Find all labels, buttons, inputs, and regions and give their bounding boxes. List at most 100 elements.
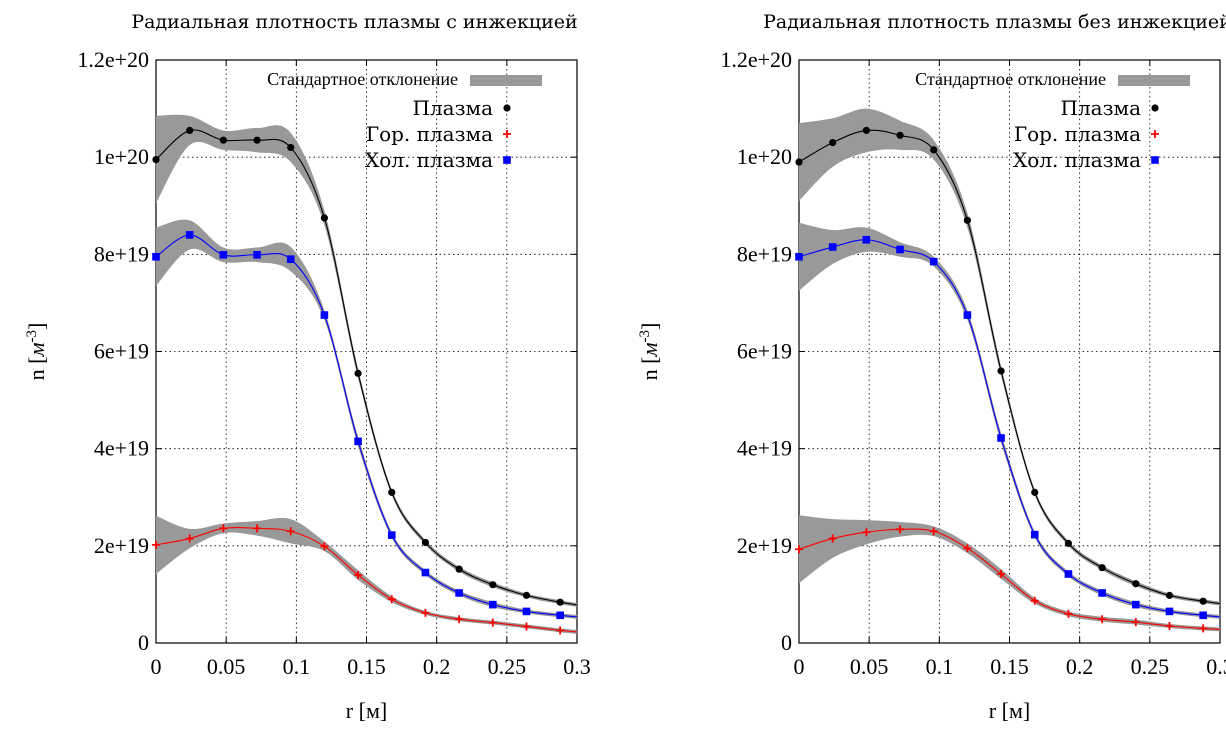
legend-series-label: Гор. плазма (1014, 122, 1141, 146)
x-tick-label: 0.3 (563, 654, 591, 679)
plot-area (799, 108, 1220, 632)
data-point (862, 126, 870, 135)
y-axis-label-main: n [ (24, 357, 49, 381)
data-point (253, 524, 262, 533)
y-tick-label: 0 (138, 630, 149, 655)
data-point (185, 231, 194, 239)
chart-right: Радиальная плотность плазмы без инжекцие… (637, 11, 1226, 723)
y-axis-label-exp: -3 (637, 330, 653, 343)
data-point (152, 252, 160, 261)
data-point (219, 136, 227, 144)
y-axis-label-unit: м (24, 342, 49, 357)
legend-series-label: Хол. плазма (365, 148, 493, 172)
data-point (522, 591, 531, 599)
data-point (522, 622, 531, 631)
data-point (556, 626, 565, 635)
y-axis-label-exp: -3 (24, 330, 40, 343)
y-tick-label: 4e+19 (94, 436, 149, 461)
data-point (1064, 539, 1073, 548)
data-point (862, 528, 871, 537)
data-point (1132, 600, 1140, 609)
data-point (186, 126, 194, 135)
data-point (185, 534, 194, 543)
data-point (1199, 611, 1207, 620)
data-point (421, 608, 430, 617)
data-point (1031, 488, 1039, 496)
data-point (997, 367, 1005, 375)
legend-std-swatch (1118, 75, 1190, 86)
data-point (963, 544, 972, 553)
data-point (862, 235, 871, 244)
data-point (320, 214, 328, 222)
y-tick-label: 0 (781, 630, 792, 655)
data-point (829, 138, 837, 147)
legend-marker (503, 104, 511, 112)
data-point (253, 136, 261, 144)
data-point (354, 437, 362, 446)
legend-marker (503, 156, 511, 164)
series-line-2 (799, 239, 1220, 618)
data-point (896, 131, 904, 139)
x-axis-label: r [м] (346, 698, 387, 723)
x-tick-label: 0.25 (1131, 654, 1170, 679)
data-point (354, 369, 362, 377)
data-point (1165, 591, 1174, 599)
data-point (1199, 597, 1207, 605)
y-tick-label: 8e+19 (94, 241, 149, 266)
chart-left: Радиальная плотность плазмы с инжекцией 0… (24, 11, 591, 723)
data-point (219, 524, 228, 533)
data-point (421, 538, 430, 547)
y-tick-label: 1e+20 (94, 144, 149, 169)
legend-series-label: Плазма (1061, 96, 1142, 120)
data-point (320, 542, 329, 551)
x-axis-label: r [м] (989, 698, 1030, 723)
series-line-2 (156, 234, 577, 618)
x-tick-label: 0.05 (207, 654, 246, 679)
y-tick-label: 1.2e+20 (77, 47, 149, 72)
data-point (1132, 580, 1140, 588)
data-point (963, 216, 971, 224)
data-point (388, 488, 396, 496)
series-line-0 (799, 129, 1220, 605)
std-band-1 (156, 515, 577, 634)
x-tick-label: 0.15 (990, 654, 1029, 679)
x-tick-label: 0.1 (283, 654, 311, 679)
series-markers-0 (795, 126, 1207, 605)
series-markers-1 (152, 524, 565, 635)
data-point (556, 598, 564, 606)
legend-series-label: Плазма (413, 96, 494, 120)
x-tick-label: 0.3 (1206, 654, 1226, 679)
legend-series-label: Гор. плазма (366, 122, 493, 146)
plot-area (156, 114, 577, 634)
std-band-2 (799, 222, 1220, 619)
std-band-1 (799, 515, 1220, 632)
data-point (286, 527, 295, 536)
data-point (387, 595, 396, 604)
data-point (219, 251, 228, 259)
data-point (795, 158, 803, 166)
x-tick-label: 0.25 (488, 654, 527, 679)
chart-title: Радиальная плотность плазмы с инжекцией (131, 11, 577, 33)
data-point (1064, 570, 1073, 578)
series-markers-2 (795, 235, 1207, 620)
x-tick-label: 0 (794, 654, 805, 679)
y-tick-label: 8e+19 (737, 241, 792, 266)
data-point (455, 589, 463, 597)
legend-std-swatch (470, 75, 542, 86)
x-tick-label: 0.1 (926, 654, 954, 679)
x-tick-label: 0 (151, 654, 162, 679)
x-tick-label: 0.2 (423, 654, 451, 679)
data-point (1098, 589, 1106, 597)
x-tick-label: 0.15 (347, 654, 386, 679)
data-point (489, 581, 497, 589)
data-point (929, 257, 938, 266)
data-point (828, 534, 837, 543)
data-point (997, 434, 1005, 442)
legend-std-label: Стандартное отклонение (267, 69, 458, 89)
data-point (455, 615, 464, 624)
data-point (929, 527, 938, 536)
y-axis-label-unit: м (637, 342, 662, 357)
legend-series-label: Хол. плазма (1013, 148, 1141, 172)
data-point (354, 570, 363, 579)
